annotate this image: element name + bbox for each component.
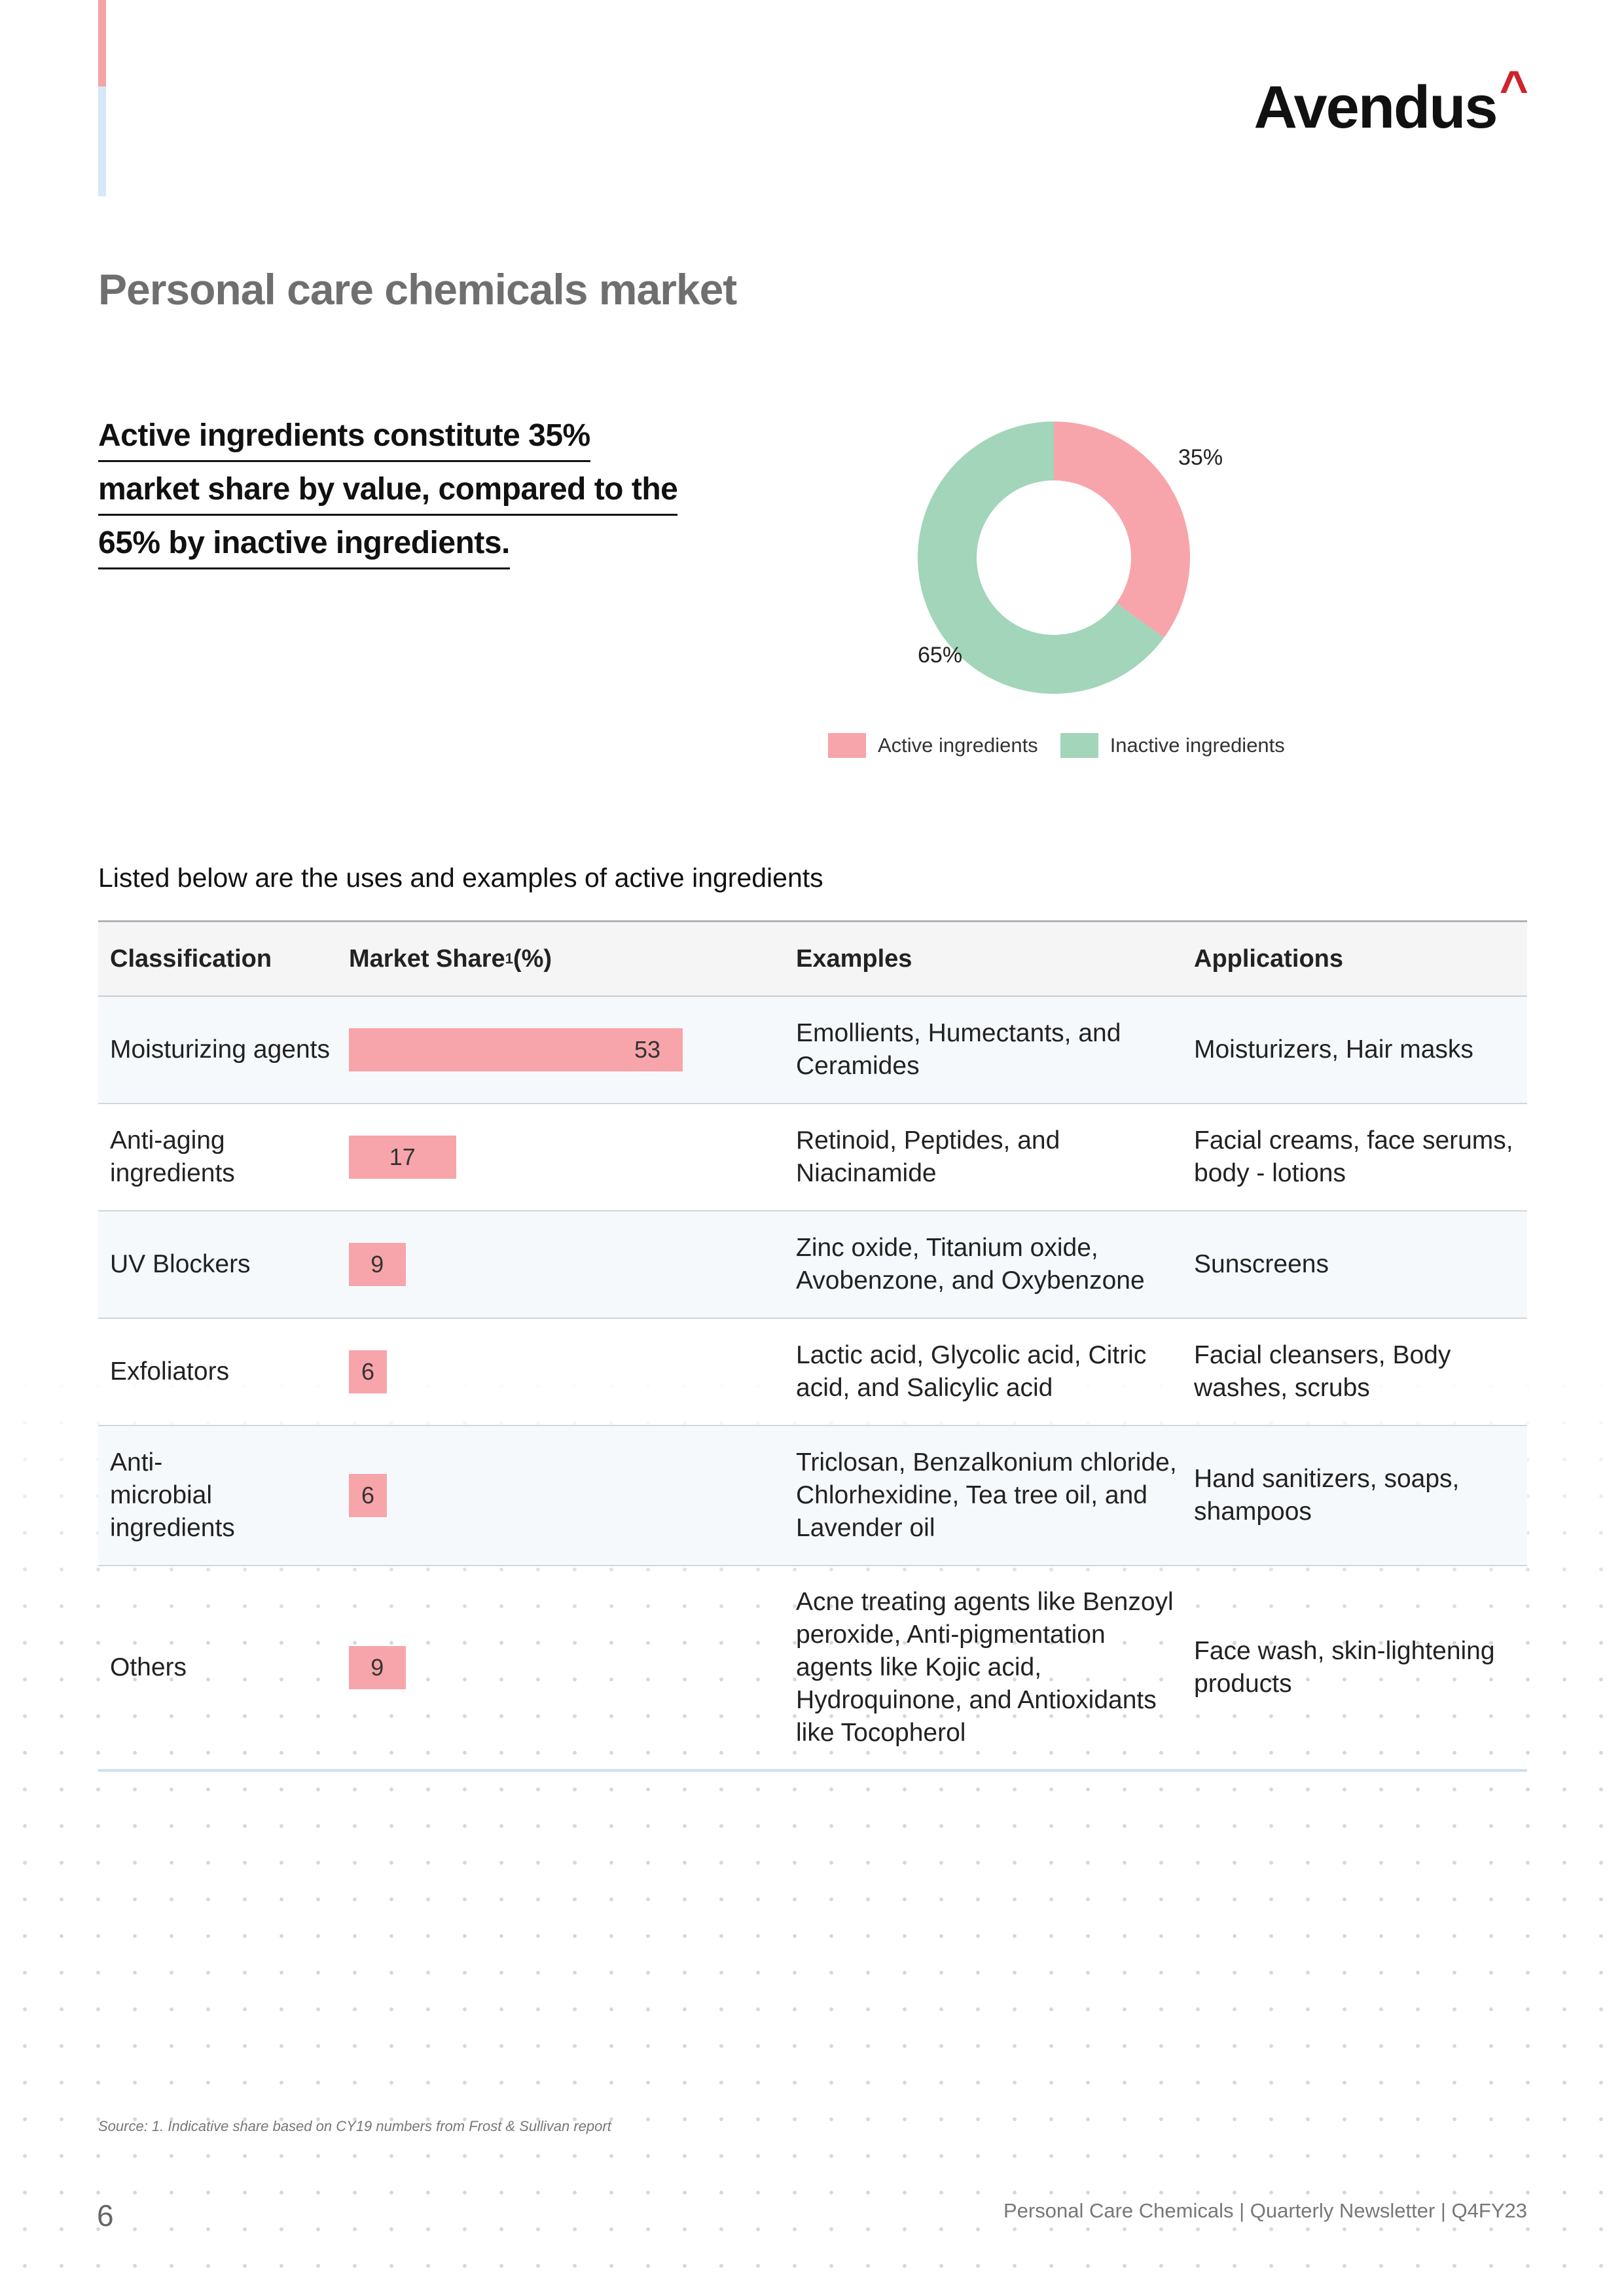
cell-classification: Anti-microbial ingredients — [98, 1446, 262, 1545]
header-applications: Applications — [1194, 945, 1527, 973]
accent-bar-blue — [98, 86, 106, 196]
cell-examples: Zinc oxide, Titanium oxide, Avobenzone, … — [796, 1232, 1194, 1297]
legend-label-active: Active ingredients — [878, 734, 1038, 757]
table-row: Anti-microbial ingredients 6 Triclosan, Be… — [98, 1426, 1527, 1566]
cell-classification: Anti-aging ingredients — [98, 1124, 242, 1190]
chart-legend: Active ingredients Inactive ingredients — [828, 733, 1307, 758]
header-examples: Examples — [796, 945, 1194, 973]
highlight-line-1: Active ingredients constitute 35% — [98, 418, 590, 462]
cell-market-share: 6 — [349, 1319, 796, 1425]
header-classification: Classification — [98, 945, 349, 973]
table-row: Anti-aging ingredients 17 Retinoid, Peptid… — [98, 1104, 1527, 1211]
source-note: Source: 1. Indicative share based on CY1… — [98, 2118, 611, 2135]
page-title: Personal care chemicals market — [98, 264, 736, 314]
market-share-value: 6 — [361, 1482, 374, 1509]
legend-item-active: Active ingredients — [828, 733, 1038, 758]
market-share-bar: 9 — [349, 1243, 406, 1286]
cell-classification: UV Blockers — [98, 1248, 349, 1281]
table-row: Exfoliators 6 Lactic acid, Glycolic acid, … — [98, 1319, 1527, 1426]
page-number: 6 — [97, 2198, 114, 2233]
cell-classification: Others — [98, 1651, 349, 1684]
market-share-value: 9 — [370, 1654, 384, 1681]
donut-label-inactive: 65% — [918, 643, 962, 668]
cell-classification: Moisturizing agents — [98, 1033, 349, 1066]
footer-text: Personal Care Chemicals | Quarterly News… — [1003, 2199, 1527, 2223]
cell-examples: Retinoid, Peptides, and Niacinamide — [796, 1124, 1194, 1190]
donut-label-active: 35% — [1178, 445, 1223, 470]
cell-examples: Lactic acid, Glycolic acid, Citric acid,… — [796, 1339, 1194, 1405]
market-share-bar: 17 — [349, 1136, 456, 1179]
market-share-bar: 6 — [349, 1350, 387, 1393]
highlight-line-2: market share by value, compared to the — [98, 471, 677, 516]
donut-slice-active — [1054, 422, 1190, 637]
table-row: Others 9 Acne treating agents like Benzoyl… — [98, 1566, 1527, 1772]
market-share-bar: 9 — [349, 1646, 406, 1689]
cell-examples: Triclosan, Benzalkonium chloride, Chlorh… — [796, 1446, 1194, 1545]
market-share-value: 6 — [361, 1358, 374, 1386]
cell-applications: Moisturizers, Hair masks — [1194, 1033, 1527, 1066]
cell-market-share: 17 — [349, 1104, 796, 1210]
cell-applications: Facial creams, face serums, body - lotio… — [1194, 1124, 1527, 1190]
legend-item-inactive: Inactive ingredients — [1060, 733, 1285, 758]
table-row: Moisturizing agents 53 Emollients, Humecta… — [98, 997, 1527, 1104]
market-share-donut-chart: 35% 65% — [884, 406, 1224, 733]
active-ingredients-table: Classification Market Share1 (%) Example… — [98, 920, 1527, 1772]
market-share-value: 17 — [389, 1143, 416, 1171]
cell-market-share: 6 — [349, 1426, 796, 1565]
key-highlight: Active ingredients constitute 35% market… — [98, 418, 740, 579]
table-row: UV Blockers 9 Zinc oxide, Titanium oxide, … — [98, 1211, 1527, 1319]
cell-applications: Facial cleansers, Body washes, scrubs — [1194, 1339, 1527, 1405]
market-share-value: 53 — [634, 1036, 660, 1064]
cell-classification: Exfoliators — [98, 1355, 349, 1388]
cell-market-share: 53 — [349, 997, 796, 1103]
cell-examples: Acne treating agents like Benzoyl peroxi… — [796, 1586, 1194, 1749]
legend-swatch-active — [828, 733, 866, 758]
market-share-value: 9 — [370, 1251, 384, 1278]
cell-applications: Face wash, skin-lightening products — [1194, 1635, 1527, 1700]
cell-applications: Sunscreens — [1194, 1248, 1527, 1281]
highlight-line-3: 65% by inactive ingredients. — [98, 525, 510, 569]
table-caption: Listed below are the uses and examples o… — [98, 863, 823, 893]
market-share-bar: 6 — [349, 1474, 387, 1517]
avendus-logo: Avendus^ — [1254, 77, 1527, 137]
cell-examples: Emollients, Humectants, and Ceramides — [796, 1017, 1194, 1083]
table-header-row: Classification Market Share1 (%) Example… — [98, 920, 1527, 997]
legend-swatch-inactive — [1060, 733, 1098, 758]
header-market-share: Market Share1 (%) — [349, 922, 796, 996]
market-share-bar: 53 — [349, 1028, 683, 1071]
accent-bar-red — [98, 0, 106, 86]
cell-market-share: 9 — [349, 1566, 796, 1769]
cell-market-share: 9 — [349, 1211, 796, 1318]
legend-label-inactive: Inactive ingredients — [1110, 734, 1285, 757]
cell-applications: Hand sanitizers, soaps, shampoos — [1194, 1463, 1527, 1528]
table-body: Moisturizing agents 53 Emollients, Humecta… — [98, 997, 1527, 1772]
